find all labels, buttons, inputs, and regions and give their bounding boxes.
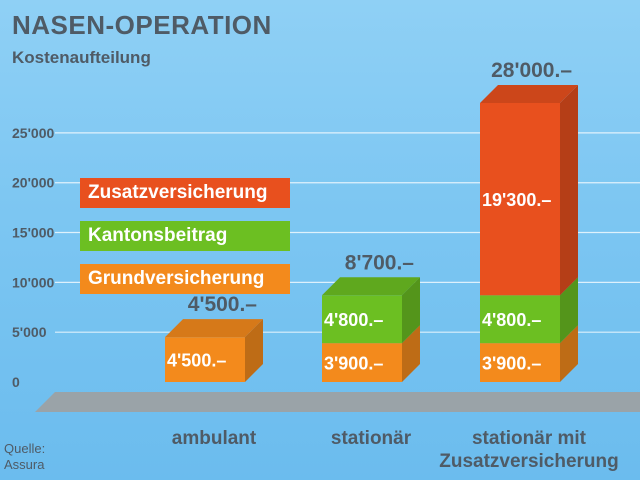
bar-segment-value-label: 4'800.–: [324, 310, 383, 330]
bar-segment-value-label: 4'500.–: [167, 351, 226, 371]
bar-segment-value-label: 4'800.–: [482, 310, 541, 330]
bar-segment: [480, 103, 560, 296]
category-label: stationär: [331, 428, 412, 449]
bar-segment: [165, 337, 245, 382]
category-label: stationär mit Zusatzversicherung: [439, 428, 619, 472]
bar-segment-side: [402, 277, 420, 344]
source-note: Quelle: Assura: [4, 441, 46, 472]
bar-segment-value-label: 3'900.–: [482, 354, 541, 374]
bar-total-label: 28'000.–: [491, 59, 572, 82]
y-tick-label: 5'000: [12, 324, 47, 340]
legend-label-grundversicherung: Grundversicherung: [88, 268, 265, 289]
y-tick-label: 0: [12, 374, 20, 390]
legend: Zusatzversicherung Kantonsbeitrag Grundv…: [80, 178, 290, 307]
bar-segment-value-label: 3'900.–: [324, 354, 383, 374]
bar-segment: [322, 295, 402, 344]
bar-segment-side: [560, 325, 578, 382]
category-label: ambulant: [172, 428, 257, 449]
y-tick-label: 10'000: [12, 274, 54, 290]
chart-subtitle: Kostenaufteilung: [12, 48, 151, 67]
legend-item-kantonsbeitrag: Kantonsbeitrag: [80, 221, 290, 251]
bar-segment-side: [402, 325, 420, 382]
bar-segment: [480, 343, 560, 382]
bar-segment-side: [245, 319, 263, 382]
y-tick-label: 25'000: [12, 125, 54, 141]
bar-segment-side: [560, 85, 578, 296]
chart-floor-top: [35, 392, 640, 412]
bar-total-label: 4'500.–: [188, 293, 258, 316]
bar-segment: [480, 295, 560, 344]
bar-total-label: 8'700.–: [345, 251, 415, 274]
y-tick-label: 20'000: [12, 175, 54, 191]
legend-label-zusatzversicherung: Zusatzversicherung: [88, 182, 268, 203]
bar-segment-side: [560, 277, 578, 344]
bar-segment-value-label: 19'300.–: [482, 190, 551, 210]
bar-segment: [322, 343, 402, 382]
legend-item-grundversicherung: Grundversicherung: [80, 264, 290, 294]
bar-top-face: [322, 277, 420, 296]
y-tick-label: 15'000: [12, 225, 54, 241]
bar-top-face: [165, 319, 263, 338]
bar-top-face: [480, 85, 578, 103]
legend-label-kantonsbeitrag: Kantonsbeitrag: [88, 225, 228, 246]
legend-item-zusatzversicherung: Zusatzversicherung: [80, 178, 290, 208]
chart-title: NASEN-OPERATION: [12, 10, 272, 40]
